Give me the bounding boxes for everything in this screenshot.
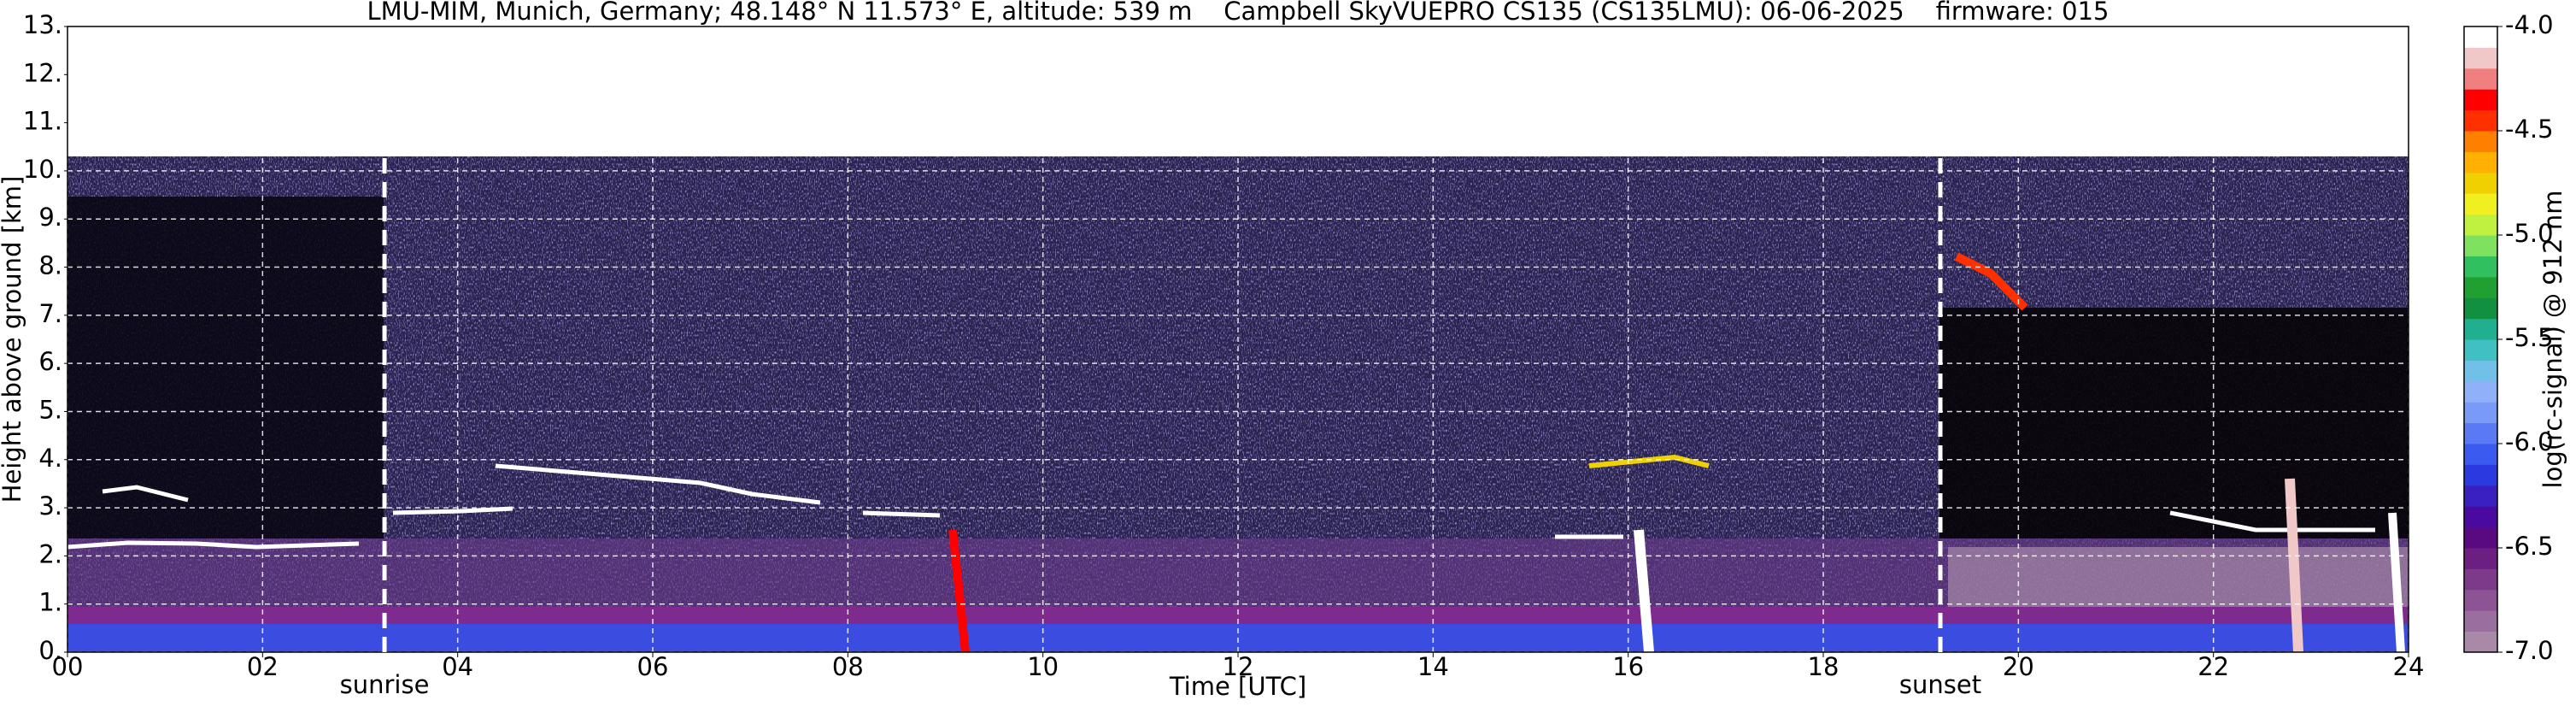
colorbar-tick-label: -5.5 (2505, 323, 2554, 352)
night-region (1939, 308, 2409, 538)
colorbar-swatch (2464, 109, 2497, 132)
y-tick-label: 5. (38, 395, 62, 424)
y-tick-label: 7. (38, 299, 62, 328)
y-tick-label: 3. (38, 491, 62, 521)
y-tick-label: 1. (38, 588, 62, 617)
y-tick-label: 10. (23, 155, 62, 184)
colorbar-swatch (2464, 485, 2497, 507)
chart-title: LMU-MIM, Munich, Germany; 48.148° N 11.5… (367, 0, 2110, 26)
annotation-label: sunrise (340, 670, 430, 699)
colorbar-swatch (2464, 172, 2497, 194)
y-tick-label: 12. (23, 58, 62, 87)
cloud-layer (1588, 454, 1710, 468)
cloud-layer (2169, 510, 2375, 532)
colorbar-swatch (2464, 131, 2497, 152)
colorbar-swatch (2464, 151, 2497, 174)
annotation-label: sunset (1899, 670, 1981, 699)
boundary-layer (1948, 547, 2409, 611)
colorbar-swatch (2464, 464, 2497, 486)
colorbar-tick-label: -5.0 (2505, 219, 2554, 248)
colorbar-swatch (2464, 527, 2497, 549)
y-tick-label: 2. (38, 539, 62, 568)
y-tick-label: 13. (23, 10, 62, 39)
cloud-layer (392, 506, 513, 515)
colorbar-label: log(rc-signal) @ 912 nm (2538, 191, 2567, 489)
colorbar-tick-label: -6.5 (2505, 532, 2554, 561)
colorbar-swatch (2464, 26, 2497, 48)
precip (948, 529, 970, 652)
colorbar-swatch (2464, 256, 2497, 278)
colorbar-swatch (2464, 360, 2497, 382)
x-axis-label: Time [UTC] (1169, 672, 1306, 701)
cloud-layer (67, 540, 360, 550)
cloud-layer (495, 463, 821, 505)
colorbar-swatch (2464, 193, 2497, 215)
cloud-layer (102, 485, 189, 503)
colorbar-swatch (2464, 318, 2497, 340)
colorbar-swatch (2464, 506, 2497, 528)
precip (1634, 529, 1654, 652)
colorbar-swatch (2464, 297, 2497, 320)
colorbar-swatch (2464, 631, 2497, 653)
precip (2285, 478, 2303, 652)
colorbar-swatch (2464, 380, 2497, 403)
colorbar-swatch (2464, 68, 2497, 90)
colorbar-swatch (2464, 444, 2497, 465)
y-tick-label: 0. (38, 636, 62, 665)
y-tick-label: 9. (38, 203, 62, 232)
colorbar-swatch (2464, 214, 2497, 236)
y-tick-label: 11. (23, 107, 62, 136)
y-tick-label: 6. (38, 347, 62, 376)
colorbar-swatch (2464, 548, 2497, 569)
colorbar-swatch (2464, 589, 2497, 611)
colorbar-swatch (2464, 339, 2497, 361)
y-axis-label: Height above ground [km] (0, 176, 26, 503)
colorbar-swatch (2464, 568, 2497, 591)
precip (2388, 512, 2405, 652)
colorbar-swatch (2464, 47, 2497, 69)
y-tick-label: 8. (38, 251, 62, 280)
colorbar-swatch (2464, 610, 2497, 632)
night-region (67, 197, 384, 538)
colorbar-tick-label: -7.0 (2505, 636, 2554, 665)
cloud-layer (862, 510, 941, 518)
colorbar-swatch (2464, 235, 2497, 256)
colorbar-tick-label: -4.0 (2505, 10, 2554, 39)
colorbar-swatch (2464, 422, 2497, 444)
colorbar-swatch (2464, 402, 2497, 424)
colorbar-tick-label: -6.0 (2505, 427, 2554, 456)
cloud-layer (1954, 252, 2028, 311)
colorbar-tick-label: -4.5 (2505, 115, 2554, 144)
y-tick-label: 4. (38, 444, 62, 473)
colorbar-swatch (2464, 276, 2497, 298)
colorbar-swatch (2464, 89, 2497, 111)
